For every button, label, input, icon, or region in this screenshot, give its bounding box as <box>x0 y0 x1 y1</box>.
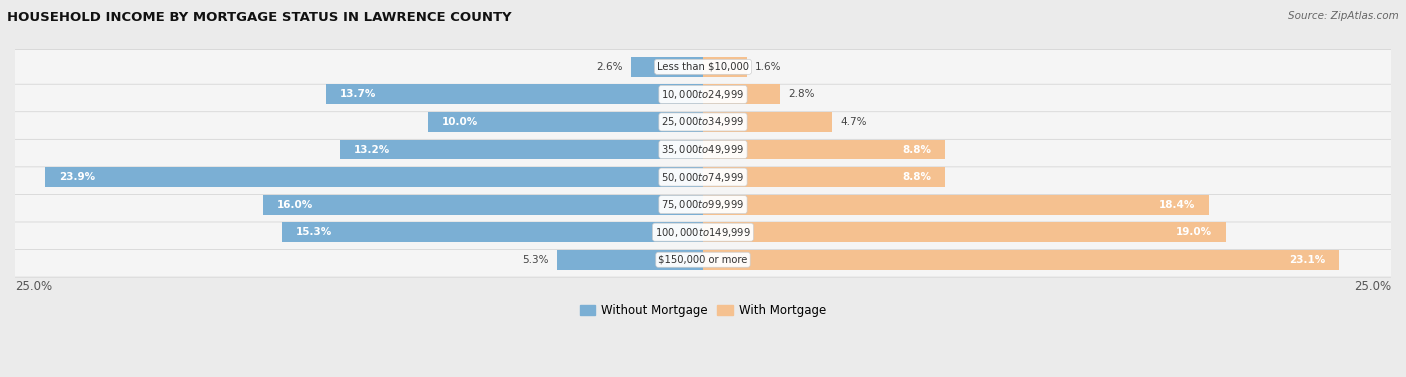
Bar <box>703 84 780 104</box>
Text: 5.3%: 5.3% <box>523 255 548 265</box>
Bar <box>703 250 1339 270</box>
FancyBboxPatch shape <box>3 187 1403 222</box>
Text: 1.6%: 1.6% <box>755 62 782 72</box>
Text: $50,000 to $74,999: $50,000 to $74,999 <box>661 170 745 184</box>
Bar <box>326 84 703 104</box>
FancyBboxPatch shape <box>3 215 1403 250</box>
Text: 23.9%: 23.9% <box>59 172 96 182</box>
Text: 25.0%: 25.0% <box>1354 280 1391 293</box>
Bar <box>340 139 703 159</box>
Bar <box>283 222 703 242</box>
FancyBboxPatch shape <box>3 160 1403 195</box>
Bar <box>45 167 703 187</box>
FancyBboxPatch shape <box>3 49 1403 84</box>
Text: Less than $10,000: Less than $10,000 <box>657 62 749 72</box>
Text: $35,000 to $49,999: $35,000 to $49,999 <box>661 143 745 156</box>
Text: $75,000 to $99,999: $75,000 to $99,999 <box>661 198 745 211</box>
Text: 15.3%: 15.3% <box>295 227 332 237</box>
FancyBboxPatch shape <box>3 132 1403 167</box>
Bar <box>263 195 703 215</box>
Bar <box>427 112 703 132</box>
Text: 8.8%: 8.8% <box>903 144 931 155</box>
Bar <box>631 57 703 77</box>
Text: 2.6%: 2.6% <box>596 62 623 72</box>
Bar <box>703 222 1226 242</box>
FancyBboxPatch shape <box>3 104 1403 139</box>
Text: 4.7%: 4.7% <box>841 117 868 127</box>
Text: 18.4%: 18.4% <box>1159 200 1195 210</box>
Bar <box>703 57 747 77</box>
Text: $10,000 to $24,999: $10,000 to $24,999 <box>661 88 745 101</box>
Text: 13.2%: 13.2% <box>353 144 389 155</box>
Text: 16.0%: 16.0% <box>277 200 312 210</box>
Bar <box>703 139 945 159</box>
Text: HOUSEHOLD INCOME BY MORTGAGE STATUS IN LAWRENCE COUNTY: HOUSEHOLD INCOME BY MORTGAGE STATUS IN L… <box>7 11 512 24</box>
FancyBboxPatch shape <box>3 242 1403 277</box>
Text: 2.8%: 2.8% <box>789 89 815 100</box>
Text: $25,000 to $34,999: $25,000 to $34,999 <box>661 115 745 129</box>
Text: 19.0%: 19.0% <box>1175 227 1212 237</box>
Text: Source: ZipAtlas.com: Source: ZipAtlas.com <box>1288 11 1399 21</box>
Bar <box>703 167 945 187</box>
Text: 10.0%: 10.0% <box>441 117 478 127</box>
Bar <box>557 250 703 270</box>
Bar <box>703 195 1209 215</box>
FancyBboxPatch shape <box>3 77 1403 112</box>
Legend: Without Mortgage, With Mortgage: Without Mortgage, With Mortgage <box>575 300 831 322</box>
Bar <box>703 112 832 132</box>
Text: 25.0%: 25.0% <box>15 280 52 293</box>
Text: $150,000 or more: $150,000 or more <box>658 255 748 265</box>
Text: 8.8%: 8.8% <box>903 172 931 182</box>
Text: 13.7%: 13.7% <box>340 89 377 100</box>
Text: 23.1%: 23.1% <box>1289 255 1324 265</box>
Text: $100,000 to $149,999: $100,000 to $149,999 <box>655 226 751 239</box>
